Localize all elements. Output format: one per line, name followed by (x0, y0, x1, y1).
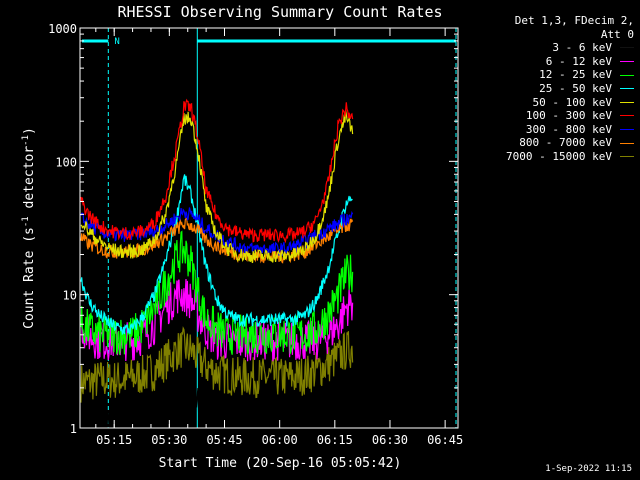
series-line (80, 109, 354, 264)
legend-entry: 6 - 12 keV (482, 55, 634, 69)
legend-swatch (620, 74, 634, 76)
legend-entry: 100 - 300 keV (482, 109, 634, 123)
legend-label: 100 - 300 keV (525, 109, 612, 123)
series-lines (80, 98, 354, 431)
y-tick-label: 10 (63, 289, 77, 303)
night-marker: N (114, 37, 119, 47)
legend: Det 1,3, FDecim 2, Att 0 3 - 6 keV 6 - 12… (482, 14, 634, 164)
y-tick-label: 1 (70, 422, 77, 436)
legend-entry: 50 - 100 keV (482, 96, 634, 110)
x-tick-label: 06:15 (317, 433, 353, 447)
legend-entry: 12 - 25 keV (482, 68, 634, 82)
legend-label: 25 - 50 keV (539, 81, 612, 95)
legend-swatch (620, 129, 634, 131)
legend-label: 6 - 12 keV (545, 54, 612, 68)
legend-entry: 25 - 50 keV (482, 82, 634, 96)
plot-frame (79, 27, 459, 429)
x-tick-label: 06:30 (372, 433, 408, 447)
series-line (80, 174, 353, 336)
legend-entry: 300 - 800 keV (482, 123, 634, 137)
y-axis-label-part: -1 (21, 135, 31, 146)
y-axis-label-part: ) (22, 127, 37, 135)
legend-swatch (620, 142, 634, 144)
date-stamp: 1-Sep-2022 11:15 (545, 464, 632, 474)
legend-swatch (620, 88, 634, 90)
y-tick-label: 1000 (48, 22, 77, 36)
y-axis: 1 10 100 1000 (48, 22, 458, 436)
x-axis-label: Start Time (20-Sep-16 05:05:42) (159, 456, 402, 471)
legend-label: 300 - 800 keV (525, 122, 612, 136)
legend-entry: 3 - 6 keV (482, 41, 634, 55)
x-tick-label: 05:45 (206, 433, 242, 447)
legend-label: 800 - 7000 keV (519, 136, 612, 150)
legend-header-line-2: Att 0 (600, 27, 634, 41)
x-axis: 05:15 05:30 05:45 06:00 06:15 06:30 06:45 (95, 28, 463, 447)
legend-swatch (620, 47, 634, 49)
legend-label: 50 - 100 keV (532, 95, 612, 109)
legend-label: 12 - 25 keV (539, 68, 612, 82)
y-axis-label-part: -1 (21, 216, 31, 227)
legend-swatch (620, 156, 634, 158)
x-tick-label: 06:00 (262, 433, 298, 447)
series-line (80, 278, 354, 362)
legend-entry: 7000 - 15000 keV (482, 150, 634, 164)
x-tick-label: 05:15 (96, 433, 132, 447)
legend-swatch (620, 115, 634, 117)
legend-swatch (620, 101, 634, 103)
legend-header-line-1: Det 1,3, FDecim 2, (514, 14, 634, 27)
y-axis-label-part: detector (22, 146, 37, 217)
legend-label: 3 - 6 keV (552, 41, 612, 55)
x-tick-label: 05:30 (151, 433, 187, 447)
legend-swatch (620, 61, 634, 63)
y-axis-label-part: Count Rate (s (22, 227, 37, 329)
x-tick-label: 06:45 (427, 433, 463, 447)
y-axis-label: Count Rate (s-1 detector-1) (21, 127, 37, 329)
chart-title: RHESSI Observing Summary Count Rates (117, 3, 442, 21)
y-tick-label: 100 (55, 155, 77, 169)
legend-label: 7000 - 15000 keV (506, 149, 612, 163)
series-line (80, 326, 354, 403)
series-line (80, 98, 354, 244)
series-line (80, 230, 354, 355)
legend-entry: 800 - 7000 keV (482, 136, 634, 150)
